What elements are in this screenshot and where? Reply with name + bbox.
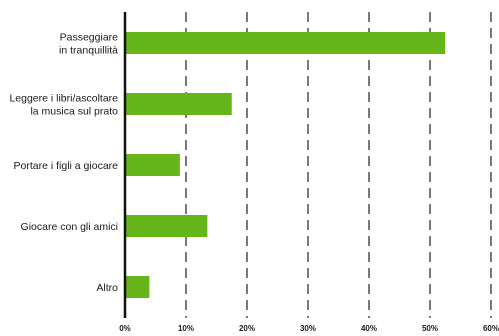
- x-tick-label: 40%: [361, 324, 377, 333]
- x-tick-label: 10%: [178, 324, 194, 333]
- category-label: la musica sul prato: [30, 106, 118, 118]
- bars: [125, 32, 446, 298]
- x-tick-labels: 0% 10% 20% 30% 40% 50% 60%: [119, 324, 499, 333]
- x-tick-label: 30%: [300, 324, 316, 333]
- grid-lines: [185, 12, 492, 318]
- category-label: Portare i figli a giocare: [14, 160, 119, 172]
- bar: [125, 154, 180, 176]
- x-tick-label: 60%: [483, 324, 499, 333]
- x-tick-label: 0%: [119, 324, 131, 333]
- category-label: Altro: [96, 282, 118, 294]
- bar: [125, 93, 232, 115]
- x-tick-label: 50%: [422, 324, 438, 333]
- category-label: Passeggiare: [60, 32, 119, 44]
- bar: [125, 276, 150, 298]
- bar: [125, 215, 208, 237]
- category-label: in tranquillità: [59, 45, 118, 57]
- bar: [125, 32, 446, 54]
- category-label: Leggere i libri/ascoltare: [9, 93, 118, 105]
- x-tick-label: 20%: [239, 324, 255, 333]
- category-label: Giocare con gli amici: [21, 221, 118, 233]
